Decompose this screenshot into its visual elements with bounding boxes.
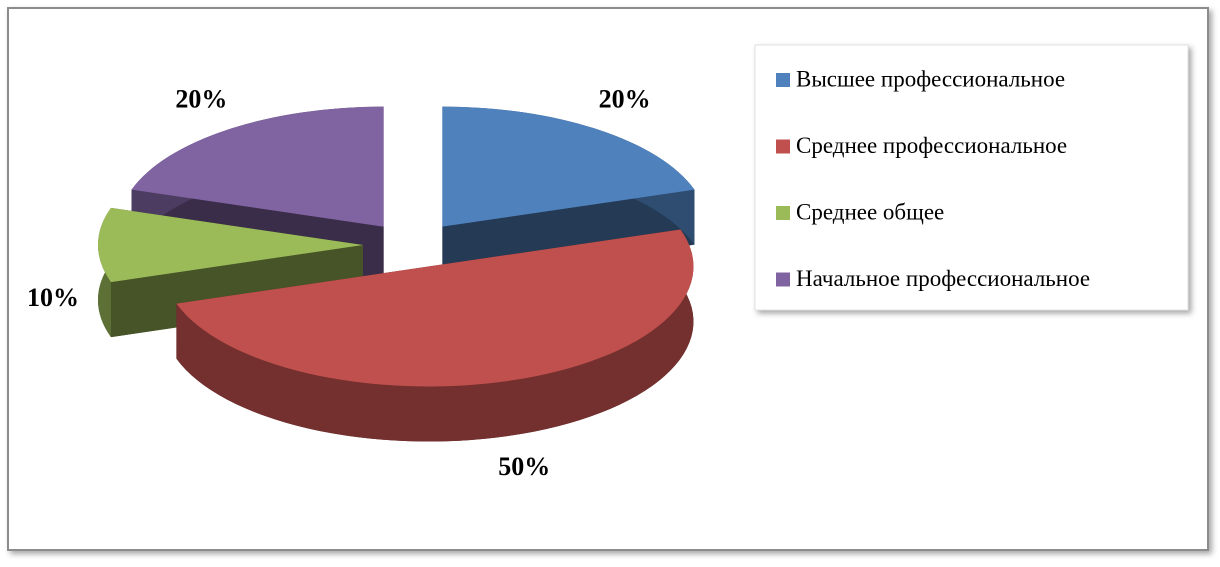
slice-top [442, 106, 695, 227]
legend-label: Начальное профессиональное [796, 266, 1090, 291]
legend-swatch [776, 73, 790, 87]
slice-top [97, 207, 363, 283]
legend-swatch [776, 206, 790, 220]
pie-slice [176, 229, 694, 442]
legend-swatch [776, 272, 790, 287]
slice-top [131, 106, 384, 227]
pie: 20% 20% 10% 50% [27, 84, 695, 481]
data-label: 50% [498, 452, 550, 481]
legend-swatch [776, 139, 790, 154]
legend-label: Среднее общее [796, 199, 944, 224]
legend: Высшее профессиональное Среднее профессио… [776, 66, 1090, 291]
slice-top [176, 229, 694, 387]
data-label: 10% [27, 283, 79, 312]
slice-wall [176, 229, 694, 442]
legend-label: Среднее профессиональное [796, 133, 1067, 158]
legend-label: Высшее профессиональное [796, 66, 1065, 91]
legend-box [754, 44, 1189, 311]
data-label: 20% [599, 84, 651, 113]
data-label: 20% [175, 84, 227, 113]
